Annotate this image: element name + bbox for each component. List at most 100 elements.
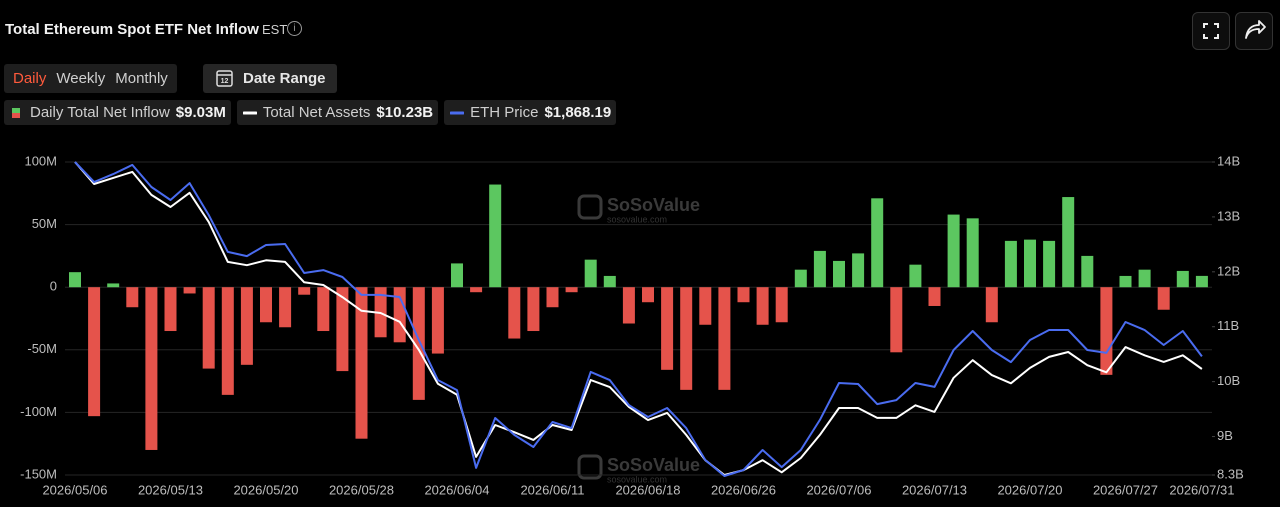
bar bbox=[393, 287, 406, 343]
bar bbox=[833, 260, 845, 288]
legend-name: Daily Total Net Inflow bbox=[30, 104, 170, 121]
legend: Daily Total Net Inflow $9.03M Total Net As… bbox=[4, 100, 617, 125]
bar bbox=[756, 287, 769, 325]
line bbox=[74, 161, 1203, 477]
bar bbox=[718, 287, 731, 390]
legend-swatch bbox=[12, 112, 20, 118]
bar bbox=[240, 287, 253, 365]
bar bbox=[126, 287, 139, 308]
bar bbox=[622, 287, 635, 324]
bar bbox=[1100, 287, 1113, 375]
y-tick-label: 0 bbox=[50, 279, 57, 294]
bar bbox=[451, 263, 463, 288]
legend-icon bbox=[242, 111, 257, 114]
bar bbox=[1138, 269, 1151, 288]
bar bbox=[1195, 275, 1208, 288]
share-icon bbox=[1245, 20, 1266, 39]
date-range-label: Date Range bbox=[243, 70, 326, 87]
bar bbox=[603, 275, 616, 288]
x-tick-label: 2026/06/11 bbox=[520, 482, 584, 497]
legend-icon bbox=[12, 107, 20, 118]
bar bbox=[565, 287, 578, 293]
legend-item[interactable]: Daily Total Net Inflow $9.03M bbox=[4, 100, 231, 125]
bar bbox=[642, 287, 654, 303]
date-range-button[interactable]: 12 Date Range bbox=[203, 64, 337, 93]
bar bbox=[489, 184, 502, 288]
x-tick-label: 2026/07/06 bbox=[806, 482, 871, 497]
fullscreen-button[interactable] bbox=[1192, 12, 1230, 50]
y-tick-label: -100M bbox=[20, 404, 57, 419]
bar bbox=[661, 287, 674, 370]
legend-name: Total Net Assets bbox=[262, 104, 371, 121]
bar bbox=[145, 287, 158, 450]
bar bbox=[966, 218, 979, 288]
tab[interactable]: Monthly bbox=[115, 70, 168, 87]
bar bbox=[852, 253, 865, 288]
watermark-url: sosovalue.com bbox=[607, 214, 667, 224]
x-tick-label: 2026/05/28 bbox=[329, 482, 394, 497]
info-icon[interactable]: i bbox=[287, 21, 302, 36]
y-tick-label: 50M bbox=[32, 216, 57, 231]
bar bbox=[1062, 197, 1075, 288]
y2-tick-label: 11B bbox=[1217, 318, 1239, 333]
share-button[interactable] bbox=[1235, 12, 1273, 50]
bar bbox=[1024, 239, 1036, 288]
bar bbox=[737, 287, 750, 303]
bar bbox=[680, 287, 693, 390]
tab[interactable]: Weekly bbox=[56, 70, 106, 87]
tab[interactable]: Daily bbox=[13, 70, 47, 87]
x-tick-label: 2026/07/20 bbox=[997, 482, 1062, 497]
bar bbox=[1043, 240, 1056, 288]
bar bbox=[107, 283, 120, 288]
bar bbox=[355, 287, 368, 439]
bar bbox=[909, 264, 922, 288]
bar bbox=[164, 287, 177, 332]
bar bbox=[813, 250, 826, 288]
bar bbox=[412, 287, 425, 400]
legend-value: $10.23B bbox=[376, 104, 434, 121]
x-tick-label: 2026/05/13 bbox=[138, 482, 203, 497]
timezone: EST bbox=[262, 22, 288, 37]
chart-title: Total Ethereum Spot ETF Net Inflow bbox=[5, 21, 259, 38]
y2-tick-label: 12B bbox=[1217, 263, 1240, 278]
svg-text:12: 12 bbox=[221, 78, 229, 85]
bar bbox=[1004, 240, 1017, 288]
watermark-logo bbox=[577, 194, 603, 220]
y2-tick-label: 14B bbox=[1217, 153, 1240, 168]
bar bbox=[527, 287, 540, 332]
bar bbox=[336, 287, 349, 372]
tab-bar: Daily Weekly Monthly bbox=[4, 64, 177, 93]
legend-swatch bbox=[12, 107, 20, 113]
line bbox=[74, 161, 1203, 476]
x-tick-label: 2026/07/31 bbox=[1169, 482, 1234, 497]
legend-item[interactable]: ETH Price $1,868.19 bbox=[444, 100, 617, 125]
legend-item[interactable]: Total Net Assets $10.23B bbox=[236, 100, 439, 125]
x-tick-label: 2026/06/04 bbox=[424, 482, 489, 497]
legend-name: ETH Price bbox=[470, 104, 539, 121]
bar bbox=[947, 214, 960, 288]
bar bbox=[202, 287, 215, 369]
bar bbox=[985, 287, 998, 323]
y2-tick-label: 10B bbox=[1217, 373, 1240, 388]
bar bbox=[546, 287, 559, 308]
bar bbox=[317, 287, 330, 332]
y2-tick-label: 13B bbox=[1217, 208, 1240, 223]
calendar-icon: 12 bbox=[216, 70, 233, 87]
x-tick-label: 2026/06/26 bbox=[711, 482, 776, 497]
x-tick-label: 2026/07/13 bbox=[902, 482, 967, 497]
y-tick-label: 100M bbox=[24, 153, 57, 168]
bar bbox=[221, 287, 234, 395]
bar bbox=[279, 287, 292, 328]
bar bbox=[1119, 275, 1132, 288]
bar bbox=[871, 198, 884, 288]
watermark-name: SoSoValue bbox=[607, 455, 700, 475]
bar bbox=[1176, 270, 1189, 288]
x-tick-label: 2026/05/20 bbox=[233, 482, 298, 497]
bar bbox=[260, 287, 272, 323]
y2-tick-label: 8.3B bbox=[1217, 466, 1244, 481]
bar bbox=[183, 287, 196, 294]
bar bbox=[1081, 255, 1094, 288]
y-tick-label: -150M bbox=[20, 466, 57, 481]
bar bbox=[470, 287, 483, 293]
